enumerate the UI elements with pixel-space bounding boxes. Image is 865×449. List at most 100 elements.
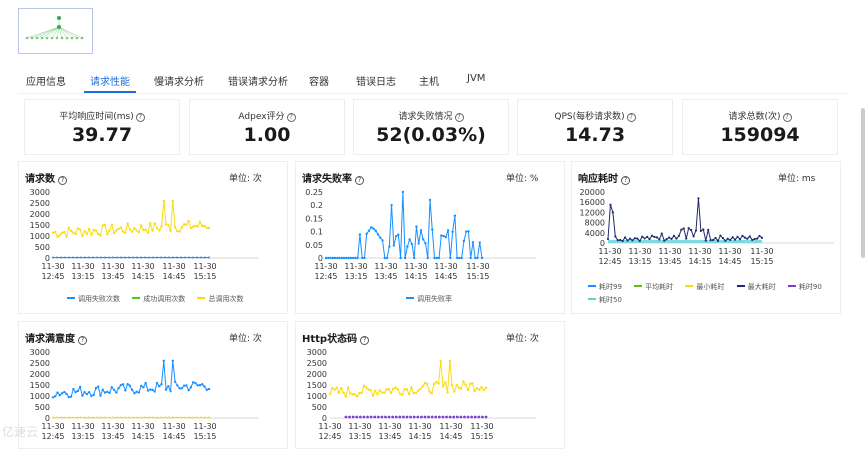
data-point bbox=[741, 234, 744, 237]
help-icon[interactable]: ? bbox=[78, 336, 87, 345]
topology-thumbnail[interactable] bbox=[18, 8, 93, 54]
help-icon[interactable]: ? bbox=[621, 176, 630, 185]
data-point bbox=[387, 415, 391, 419]
stat-value: 39.77 bbox=[71, 124, 133, 146]
data-point bbox=[614, 235, 617, 238]
y-tick-label: 4000 bbox=[585, 229, 605, 238]
scrollbar[interactable] bbox=[861, 108, 865, 258]
data-point bbox=[391, 415, 395, 419]
tab-container[interactable]: 容器 bbox=[309, 77, 329, 88]
tab-request-performance[interactable]: 请求性能 bbox=[90, 77, 130, 88]
chart-legend: 调用失败次数 成功调用次数 总调用次数 bbox=[67, 294, 253, 304]
stat-card-apdex: Adpex评分? 1.00 bbox=[189, 99, 345, 155]
legend-item[interactable]: 调用失败率 bbox=[406, 294, 452, 304]
data-point bbox=[56, 256, 58, 259]
y-tick-label: 500 bbox=[35, 243, 50, 252]
help-icon[interactable]: ? bbox=[355, 176, 364, 185]
legend-item[interactable]: 平均耗时 bbox=[634, 281, 673, 294]
x-tick-label: 14:45 bbox=[439, 432, 462, 441]
data-point bbox=[462, 380, 465, 383]
help-icon[interactable]: ? bbox=[135, 113, 145, 122]
x-tick-label: 11-30 bbox=[193, 262, 216, 271]
y-tick-label: 2000 bbox=[30, 370, 50, 379]
data-point bbox=[200, 256, 202, 259]
x-tick-label: 11-30 bbox=[193, 422, 216, 431]
data-point bbox=[364, 386, 368, 389]
x-tick-label: 11-30 bbox=[408, 422, 431, 431]
data-point bbox=[387, 387, 390, 391]
data-point bbox=[699, 229, 702, 232]
data-point bbox=[631, 239, 634, 242]
data-point bbox=[156, 256, 158, 259]
data-point bbox=[437, 382, 440, 385]
data-point bbox=[144, 381, 147, 385]
legend-item[interactable]: 耗时90 bbox=[787, 281, 822, 294]
x-tick-label: 11-30 bbox=[434, 262, 457, 271]
data-point bbox=[380, 391, 384, 394]
data-point bbox=[384, 415, 387, 419]
data-point bbox=[471, 382, 474, 385]
data-point bbox=[466, 388, 470, 392]
y-tick-label: 1500 bbox=[307, 381, 327, 390]
data-point bbox=[369, 389, 372, 392]
x-tick-label: 14:15 bbox=[131, 432, 154, 441]
data-point bbox=[108, 256, 110, 259]
data-point bbox=[148, 416, 150, 419]
help-icon[interactable]: ? bbox=[454, 113, 464, 122]
help-icon[interactable]: ? bbox=[360, 336, 370, 345]
help-icon[interactable]: ? bbox=[782, 113, 792, 122]
data-point bbox=[374, 389, 377, 393]
data-point bbox=[478, 241, 481, 244]
data-point bbox=[116, 416, 118, 419]
help-icon[interactable]: ? bbox=[58, 176, 67, 185]
legend-item[interactable]: 最小耗时 bbox=[685, 281, 724, 294]
data-point bbox=[376, 392, 379, 396]
data-point bbox=[437, 256, 441, 260]
data-point bbox=[457, 386, 461, 390]
x-tick-label: 12:45 bbox=[318, 432, 341, 441]
tab-error-log[interactable]: 错误日志 bbox=[356, 77, 396, 88]
data-point bbox=[201, 224, 204, 228]
legend-item[interactable]: 耗时99 bbox=[588, 281, 622, 294]
legend-item[interactable]: 最大耗时 bbox=[736, 281, 776, 294]
data-point bbox=[394, 386, 397, 389]
legend-item[interactable]: 耗时50 bbox=[588, 294, 622, 307]
legend-item[interactable]: 调用失败次数 bbox=[67, 294, 120, 304]
data-point bbox=[455, 415, 459, 419]
chart-card-latency: 响应耗时? 单位: ms 20000 16000 12000 8000 4000 0 11-… bbox=[571, 161, 841, 314]
help-icon[interactable]: ? bbox=[286, 113, 296, 122]
data-point bbox=[449, 256, 452, 260]
data-point bbox=[176, 384, 179, 387]
data-point bbox=[172, 416, 174, 419]
data-point bbox=[168, 256, 170, 259]
help-icon[interactable]: ? bbox=[626, 113, 636, 122]
tab-slow-request-analysis[interactable]: 慢请求分析 bbox=[154, 77, 204, 88]
data-point bbox=[60, 392, 64, 395]
data-point bbox=[60, 256, 62, 259]
tab-host[interactable]: 主机 bbox=[419, 77, 439, 88]
tab-app-info[interactable]: 应用信息 bbox=[26, 77, 66, 88]
y-tick-label: 3000 bbox=[30, 348, 50, 357]
legend-item[interactable]: 成功调用次数 bbox=[132, 294, 185, 304]
data-point bbox=[119, 226, 123, 229]
tab-jvm[interactable]: JVM bbox=[467, 73, 486, 84]
x-tick-label: 13:45 bbox=[374, 272, 397, 281]
data-point bbox=[126, 382, 129, 386]
data-point bbox=[148, 256, 150, 259]
tab-error-request-analysis[interactable]: 错误请求分析 bbox=[228, 77, 288, 88]
data-point bbox=[401, 190, 405, 194]
legend-item[interactable]: 总调用次数 bbox=[197, 294, 243, 304]
stat-card-avg-response-time: 平均响应时间(ms)? 39.77 bbox=[24, 99, 180, 155]
data-point bbox=[65, 392, 68, 396]
data-point bbox=[94, 386, 98, 390]
data-point bbox=[446, 391, 449, 394]
data-point bbox=[694, 229, 698, 232]
x-tick-label: 11-30 bbox=[628, 247, 651, 256]
data-point bbox=[120, 256, 122, 259]
data-point bbox=[731, 236, 734, 239]
data-point bbox=[126, 222, 129, 225]
x-tick-label: 13:45 bbox=[378, 432, 401, 441]
data-point bbox=[329, 256, 332, 260]
data-point bbox=[324, 256, 328, 260]
data-point bbox=[132, 256, 134, 259]
